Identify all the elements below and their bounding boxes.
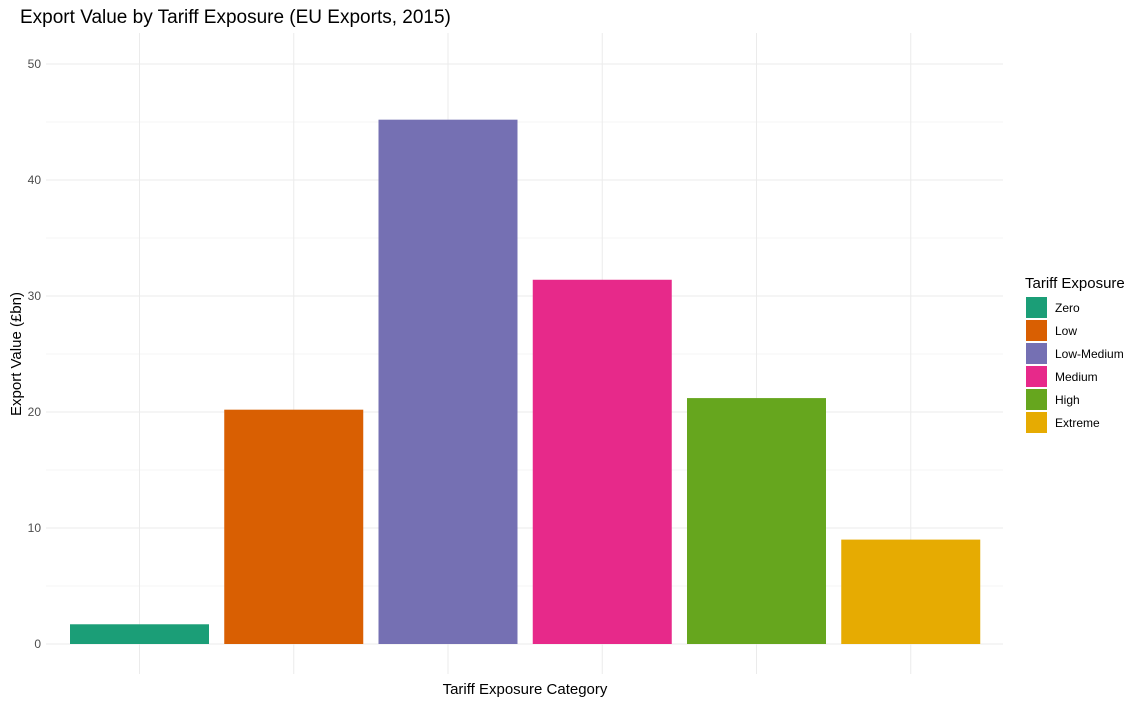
y-tick-label: 0 xyxy=(34,637,41,651)
bar-low-medium xyxy=(378,119,518,645)
legend-label: Extreme xyxy=(1055,416,1100,430)
chart-title: Export Value by Tariff Exposure (EU Expo… xyxy=(20,7,451,28)
legend-label: High xyxy=(1055,393,1080,407)
bar-medium xyxy=(532,279,672,644)
legend-items: Zero Low Low-Medium Medium High Extreme xyxy=(1026,297,1124,433)
legend-label: Low-Medium xyxy=(1055,347,1124,361)
legend-swatch xyxy=(1026,343,1047,364)
legend-label: Zero xyxy=(1055,301,1080,315)
legend: Tariff Exposure Zero Low Low-Medium Medium H… xyxy=(1025,275,1125,433)
bar-low xyxy=(224,409,364,644)
y-axis-ticks: 0 10 20 30 40 50 xyxy=(28,57,42,651)
bars xyxy=(70,119,981,645)
legend-swatch xyxy=(1026,389,1047,410)
bar-zero xyxy=(70,624,209,644)
legend-swatch xyxy=(1026,320,1047,341)
y-tick-label: 10 xyxy=(28,521,42,535)
bar-extreme xyxy=(841,539,981,644)
legend-swatch xyxy=(1026,366,1047,387)
legend-label: Low xyxy=(1055,324,1077,338)
y-tick-label: 20 xyxy=(28,405,42,419)
legend-swatch xyxy=(1026,297,1047,318)
y-tick-label: 50 xyxy=(28,57,42,71)
legend-title: Tariff Exposure xyxy=(1025,275,1125,292)
y-axis-title: Export Value (£bn) xyxy=(8,292,25,416)
legend-label: Medium xyxy=(1055,370,1098,384)
legend-swatch xyxy=(1026,412,1047,433)
y-tick-label: 40 xyxy=(28,173,42,187)
y-tick-label: 30 xyxy=(28,289,42,303)
bar-high xyxy=(687,398,826,644)
x-axis-title: Tariff Exposure Category xyxy=(443,681,608,698)
